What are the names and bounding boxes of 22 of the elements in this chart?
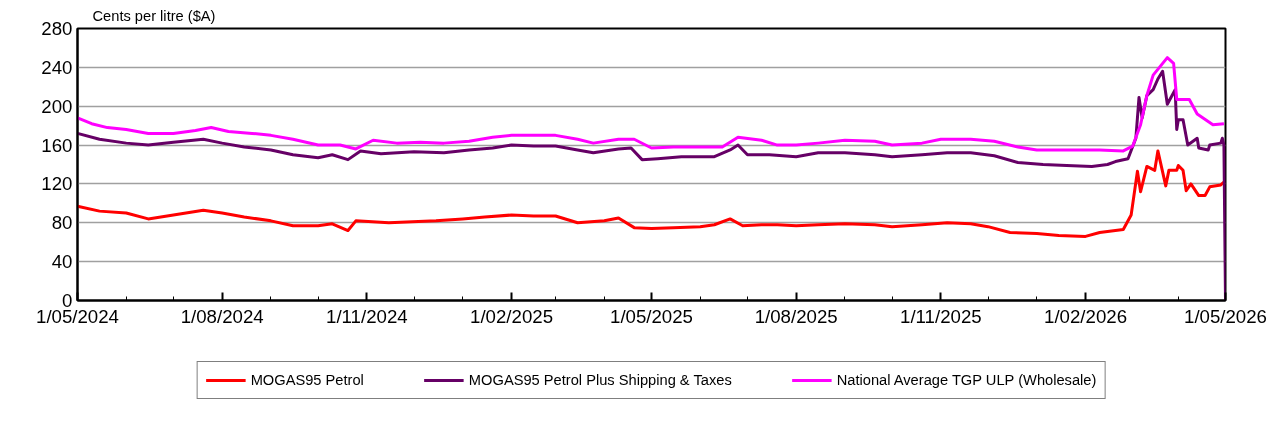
x-tick-label: 1/02/2025 <box>470 305 554 327</box>
x-tick-label: 1/08/2024 <box>180 305 264 327</box>
x-tick-label: 1/05/2025 <box>610 305 693 327</box>
x-tick-label: 1/02/2026 <box>1044 305 1128 327</box>
y-tick-label: 280 <box>41 18 73 39</box>
x-tick-label: 1/11/2025 <box>900 305 982 327</box>
y-tick-label: 80 <box>51 212 73 234</box>
line-series <box>77 56 1226 153</box>
y-tick-label: 160 <box>41 134 73 156</box>
y-tick-label: 120 <box>41 173 73 195</box>
y-tick-label: 0 <box>62 290 73 311</box>
line-series <box>77 149 1226 238</box>
y-tick-label: 240 <box>41 56 73 78</box>
legend-label: MOGAS95 Petrol <box>250 372 364 388</box>
x-tick-label: 1/08/2025 <box>754 305 838 327</box>
x-tick-label: 1/05/2026 <box>1184 305 1267 327</box>
y-axis-title: Cents per litre ($A) <box>92 7 216 24</box>
legend-label: MOGAS95 Petrol Plus Shipping & Taxes <box>468 372 732 388</box>
legend-label: National Average TGP ULP (Wholesale) <box>836 372 1097 388</box>
y-tick-label: 40 <box>51 251 73 273</box>
y-tick-label: 200 <box>41 95 73 117</box>
x-tick-label: 1/11/2024 <box>326 305 408 327</box>
